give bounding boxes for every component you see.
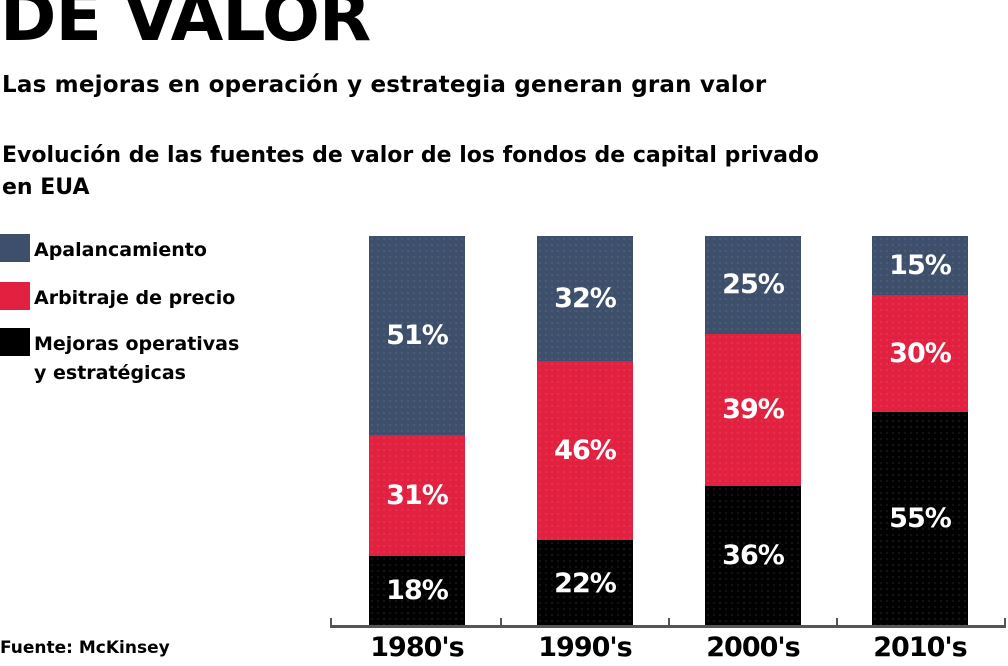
bar-1980s: 51% 31% 18% — [369, 236, 465, 626]
x-axis-line — [330, 625, 1006, 628]
segment-mejoras: 55% — [872, 411, 968, 626]
chart-title: Evolución de las fuentes de valor de los… — [2, 143, 819, 200]
x-axis-tick — [330, 618, 332, 626]
data-label: 36% — [722, 540, 785, 572]
data-label: 30% — [889, 337, 952, 369]
legend-label-line2: y estratégicas — [34, 362, 186, 384]
segment-mejoras: 36% — [705, 485, 801, 626]
data-label: 51% — [386, 319, 449, 351]
segment-apalancamiento: 32% — [537, 236, 633, 361]
segment-mejoras: 18% — [369, 555, 465, 626]
data-label: 31% — [386, 479, 449, 511]
x-axis-tick — [668, 618, 670, 626]
segment-apalancamiento: 51% — [369, 236, 465, 435]
data-label: 25% — [722, 269, 785, 301]
segment-arbitraje: 46% — [537, 360, 633, 541]
legend-label-line1: Mejoras operativas — [34, 333, 240, 355]
x-axis-label-2010s: 2010's — [873, 632, 967, 663]
legend-label: Apalancamiento — [34, 239, 207, 261]
x-axis-tick — [500, 618, 502, 626]
x-axis-label-1980s: 1980's — [370, 632, 464, 663]
data-label: 46% — [554, 434, 617, 466]
segment-arbitraje: 39% — [705, 333, 801, 486]
x-axis-tick — [836, 618, 838, 626]
x-axis-label-1990s: 1990's — [538, 632, 632, 663]
bar-2010s: 15% 30% 55% — [872, 236, 968, 626]
data-label: 18% — [386, 575, 449, 607]
x-axis-tick — [1004, 618, 1006, 626]
headline-subtitle: Las mejoras en operación y estrategia ge… — [2, 72, 767, 98]
legend-swatch-arbitraje — [0, 282, 30, 310]
legend-label: Arbitraje de precio — [34, 287, 236, 309]
segment-arbitraje: 31% — [369, 434, 465, 556]
segment-arbitraje: 30% — [872, 294, 968, 412]
segment-apalancamiento: 25% — [705, 236, 801, 334]
legend-swatch-apalancamiento — [0, 234, 30, 262]
bar-2000s: 25% 39% 36% — [705, 236, 801, 626]
headline-title: DE VALOR — [0, 0, 371, 57]
data-label: 32% — [554, 282, 617, 314]
segment-apalancamiento: 15% — [872, 236, 968, 295]
stacked-bar-chart: 51% 31% 18% 32% 46% 22% 25% 39% 36% — [330, 236, 1008, 666]
legend-swatch-mejoras — [0, 328, 30, 356]
data-label: 39% — [722, 394, 785, 426]
segment-mejoras: 22% — [537, 540, 633, 626]
data-label: 15% — [889, 249, 952, 281]
bar-1990s: 32% 46% 22% — [537, 236, 633, 626]
data-label: 22% — [554, 567, 617, 599]
x-axis-label-2000s: 2000's — [706, 632, 800, 663]
data-label: 55% — [889, 503, 952, 535]
source-note: Fuente: McKinsey — [0, 638, 170, 658]
